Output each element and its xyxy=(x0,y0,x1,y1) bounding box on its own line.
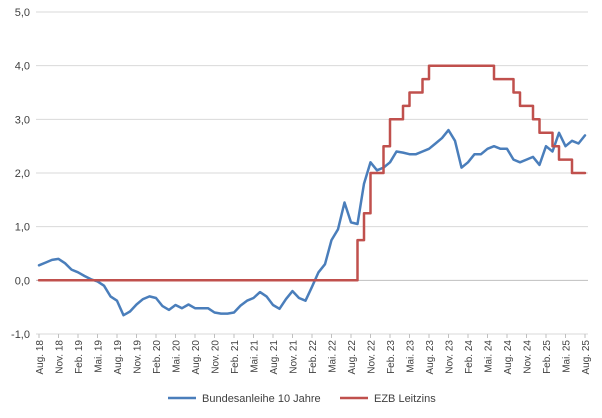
x-tick-label: Nov. 20 xyxy=(211,340,222,374)
x-tick-label: Mai. 21 xyxy=(250,340,261,373)
legend: Bundesanleihe 10 Jahre EZB Leitzins xyxy=(168,393,436,405)
y-tick-label: 5,0 xyxy=(15,7,30,19)
y-tick-label: 3,0 xyxy=(15,114,30,126)
x-tick-label: Nov. 18 xyxy=(55,340,66,374)
x-tick-label: Aug. 19 xyxy=(113,340,124,375)
x-axis: Aug. 18 Nov. 18 Feb. 19 Mai. 19 Aug. 19 Nov. … xyxy=(35,334,592,374)
x-tick-label: Feb. 24 xyxy=(464,340,475,374)
y-axis: 5,0 4,0 3,0 2,0 1,0 0,0 -1,0 xyxy=(11,7,30,341)
legend-label-ezb-leitzins: EZB Leitzins xyxy=(374,393,436,405)
x-tick-label: Mai. 20 xyxy=(172,340,183,373)
x-tick-label: Feb. 25 xyxy=(542,340,553,374)
x-tick-label: Feb. 22 xyxy=(308,340,319,374)
y-tick-label: 4,0 xyxy=(15,61,30,73)
x-tick-label: Aug. 23 xyxy=(425,340,436,375)
series-lines xyxy=(37,64,587,317)
x-tick-label: Aug. 18 xyxy=(35,340,46,375)
x-tick-label: Nov. 19 xyxy=(133,340,144,374)
x-tick-label: Feb. 21 xyxy=(230,340,241,374)
x-tick-label: Aug. 21 xyxy=(269,340,280,375)
x-tick-label: Nov. 24 xyxy=(523,340,534,374)
x-tick-label: Feb. 23 xyxy=(386,340,397,374)
x-tick-label: Mai. 19 xyxy=(94,340,105,373)
x-tick-label: Mai. 22 xyxy=(328,340,339,373)
x-tick-label: Feb. 20 xyxy=(152,340,163,374)
x-tick-label: Mai. 24 xyxy=(484,340,495,373)
x-tick-label: Nov. 23 xyxy=(445,340,456,374)
y-tick-label: -1,0 xyxy=(11,329,30,341)
legend-label-bundesanleihe: Bundesanleihe 10 Jahre xyxy=(202,393,321,405)
x-tick-label: Aug. 20 xyxy=(191,340,202,375)
x-tick-label: Aug. 24 xyxy=(503,340,514,375)
y-tick-label: 1,0 xyxy=(15,222,30,234)
x-tick-label: Nov. 22 xyxy=(367,340,378,374)
series-line-bundesanleihe xyxy=(37,128,587,317)
series-line-ezb-leitzins xyxy=(37,64,587,282)
x-tick-label: Nov. 21 xyxy=(289,340,300,374)
y-tick-label: 2,0 xyxy=(15,168,30,180)
x-tick-label: Mai. 23 xyxy=(406,340,417,373)
x-tick-label: Feb. 19 xyxy=(74,340,85,374)
y-tick-label: 0,0 xyxy=(15,275,30,287)
x-tick-label: Aug. 22 xyxy=(347,340,358,375)
x-tick-label: Aug. 25 xyxy=(581,340,592,375)
x-tick-label: Mai. 25 xyxy=(562,340,573,373)
